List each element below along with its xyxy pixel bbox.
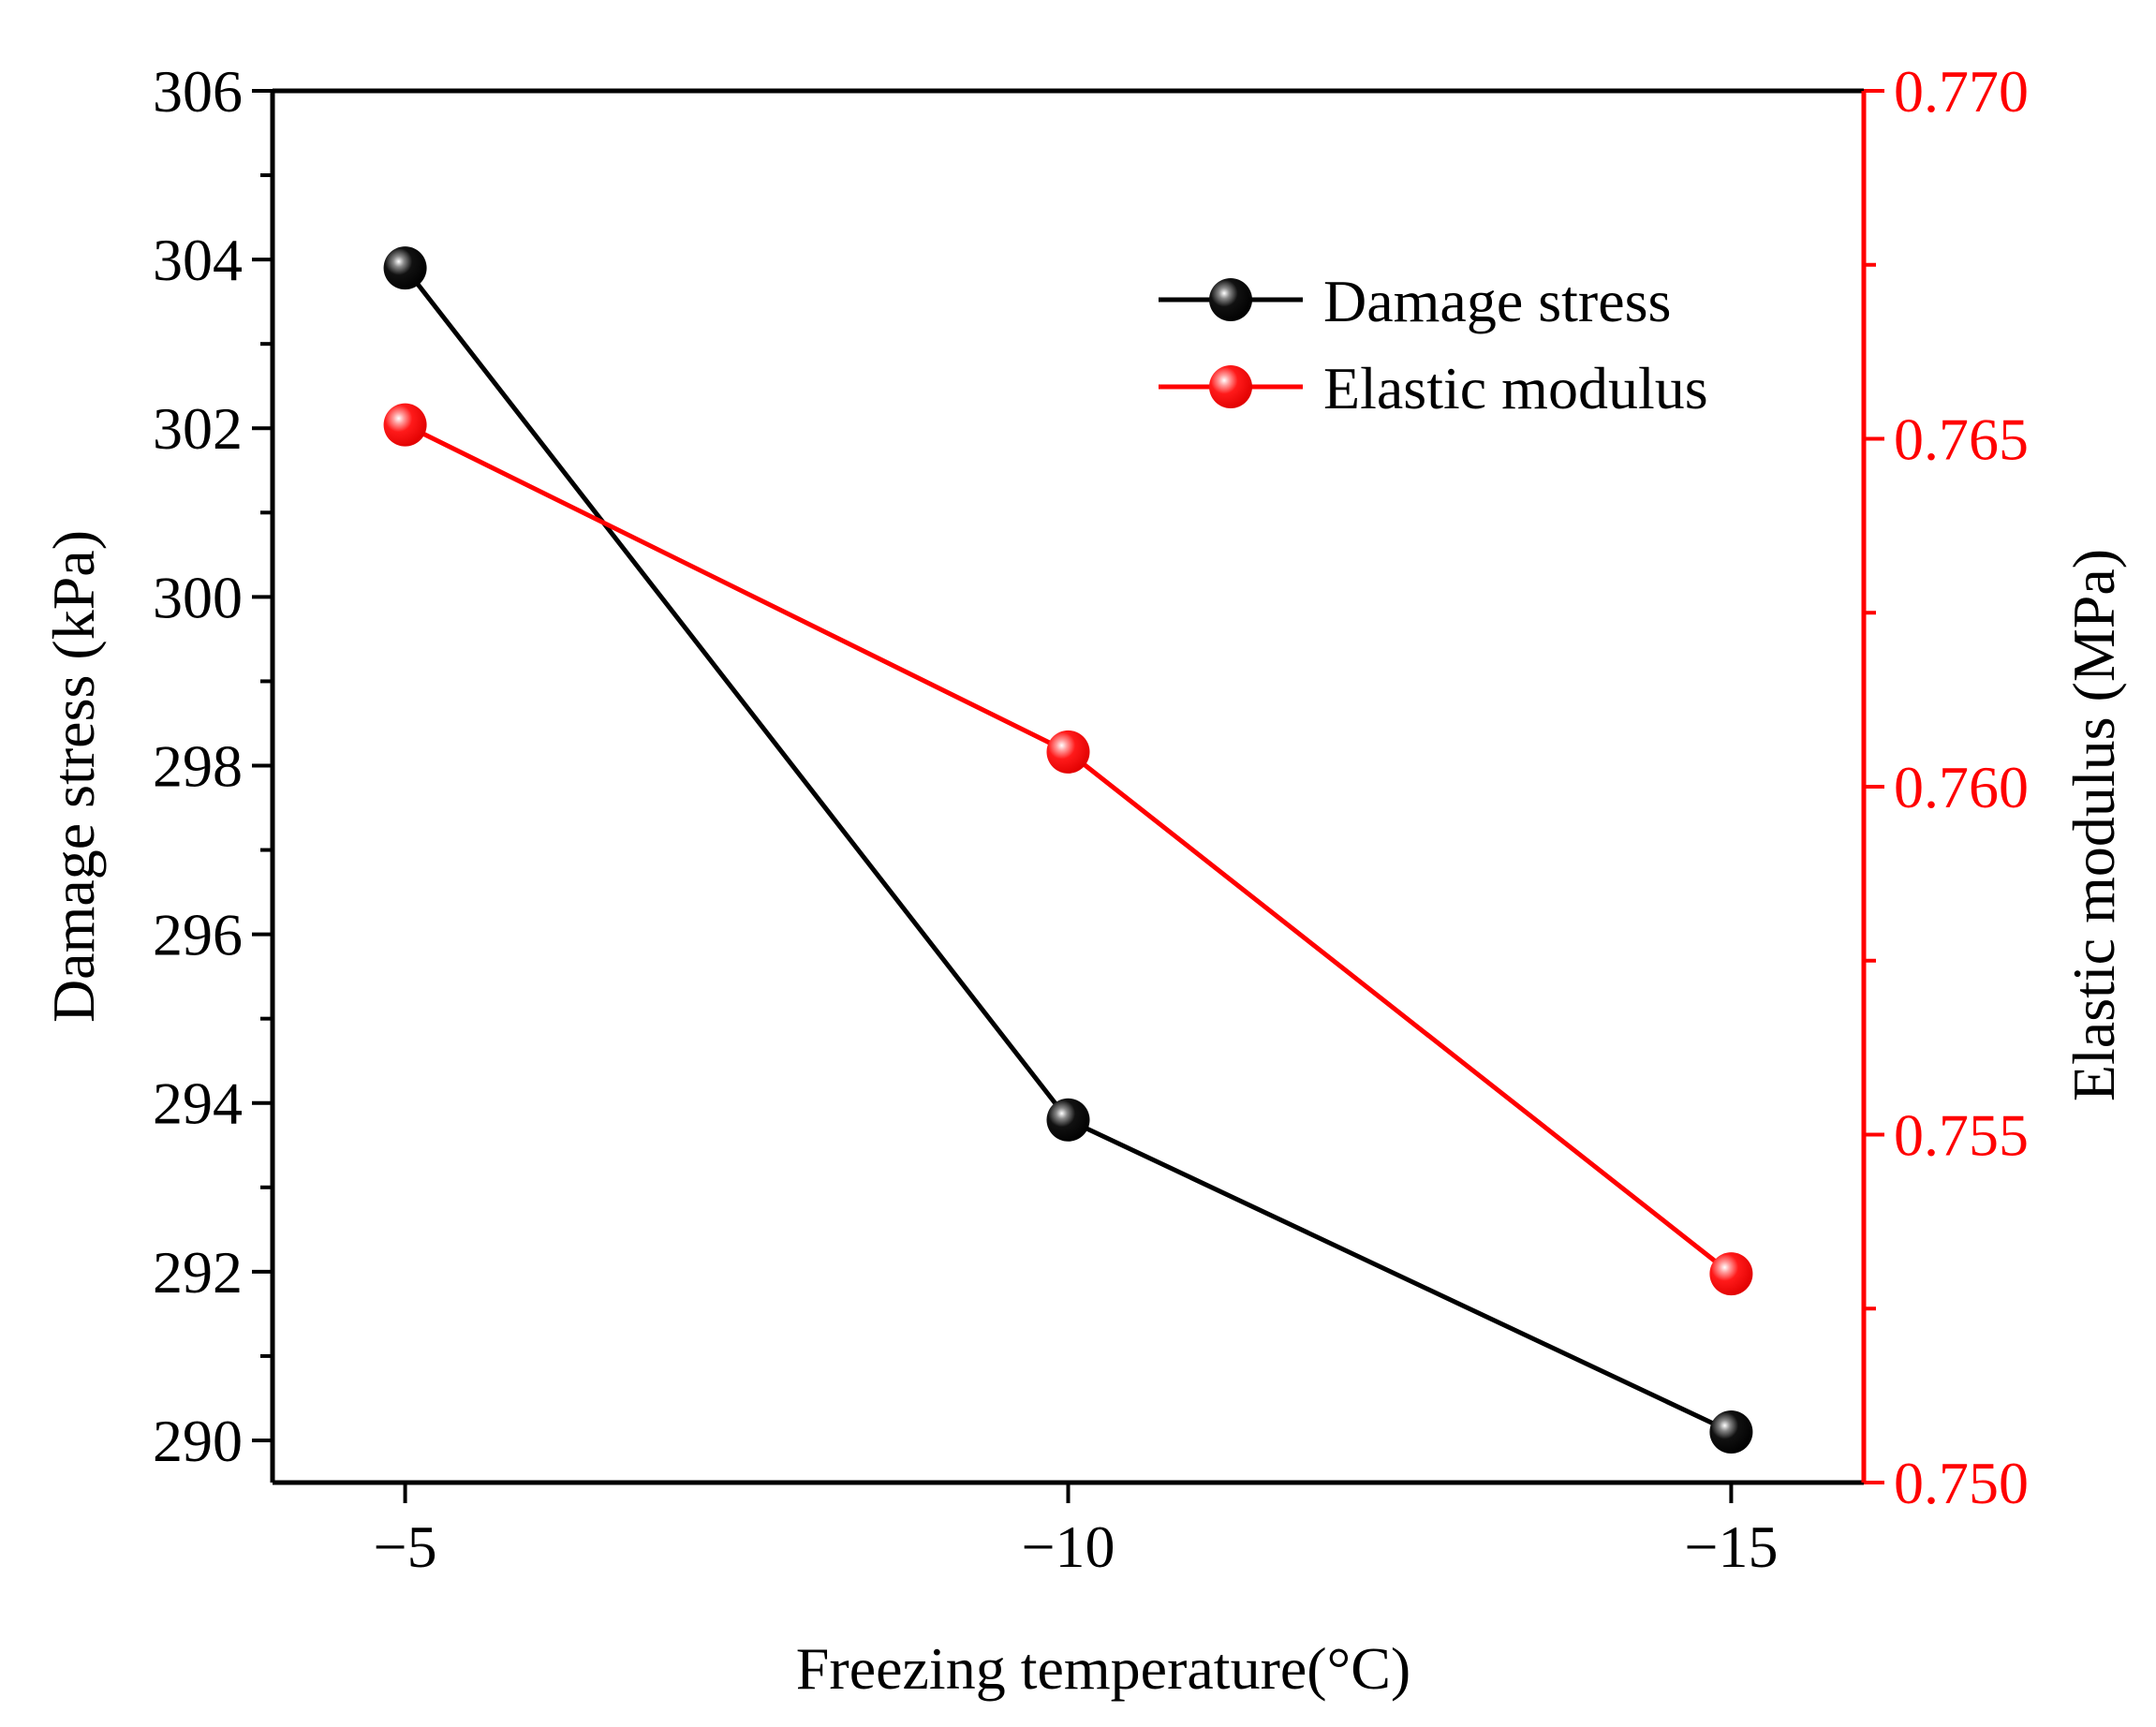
data-point-elastic-modulus — [383, 403, 427, 447]
right-y-axis: 0.750 0.755 0.760 0.765 0.770 — [1864, 58, 2029, 1516]
right-tick-label: 0.760 — [1894, 754, 2029, 820]
left-tick-label: 304 — [153, 227, 243, 293]
legend-marker-elastic-modulus — [1209, 365, 1252, 408]
left-tick-label: 300 — [153, 564, 243, 630]
legend-marker-damage-stress — [1209, 278, 1252, 321]
data-point-elastic-modulus — [1046, 730, 1090, 774]
right-tick-label: 0.770 — [1894, 58, 2029, 125]
left-y-axis: 290 292 294 296 298 300 302 304 306 — [153, 58, 273, 1474]
series-line-damage-stress — [403, 266, 1733, 1435]
left-tick-label: 296 — [153, 902, 243, 968]
legend: Damage stress Elastic modulus — [1159, 268, 1708, 421]
right-tick-label: 0.765 — [1894, 406, 2029, 473]
x-tick-label: −15 — [1684, 1513, 1778, 1580]
data-point-damage-stress — [1046, 1098, 1090, 1142]
left-tick-label: 302 — [153, 395, 243, 462]
left-tick-label: 294 — [153, 1070, 243, 1137]
left-tick-label: 298 — [153, 732, 243, 799]
plot-frame — [270, 88, 1867, 1485]
data-point-damage-stress — [383, 246, 427, 290]
x-tick-label: −5 — [374, 1513, 437, 1580]
right-tick-label: 0.755 — [1894, 1102, 2029, 1169]
left-tick-label: 306 — [153, 58, 243, 125]
data-point-damage-stress — [1709, 1410, 1753, 1454]
left-y-axis-title: Damage stress (kPa) — [40, 530, 107, 1023]
right-tick-label: 0.750 — [1894, 1450, 2029, 1516]
legend-label-damage-stress: Damage stress — [1323, 268, 1671, 334]
data-point-elastic-modulus — [1709, 1252, 1753, 1296]
x-axis-title: Freezing temperature(°C) — [796, 1635, 1410, 1702]
series-layer — [383, 246, 1753, 1454]
x-axis: −5 −10 −15 — [374, 1483, 1778, 1580]
legend-label-elastic-modulus: Elastic modulus — [1323, 355, 1708, 421]
left-tick-label: 290 — [153, 1408, 243, 1474]
x-tick-label: −10 — [1021, 1513, 1115, 1580]
series-line-elastic-modulus — [404, 422, 1733, 1277]
left-tick-label: 292 — [153, 1239, 243, 1306]
right-y-axis-title: Elastic modulus (MPa) — [2060, 549, 2127, 1101]
